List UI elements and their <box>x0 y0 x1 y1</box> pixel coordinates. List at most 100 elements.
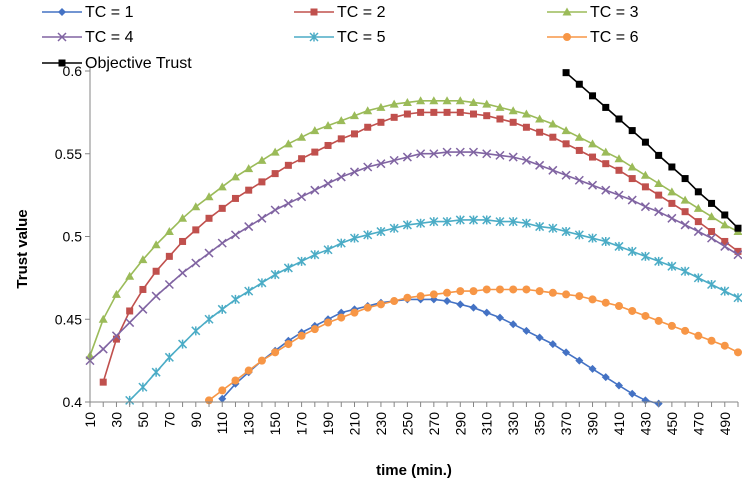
data-point-tc-4 <box>536 161 544 169</box>
data-point-tc-5 <box>192 326 200 335</box>
data-point-tc-2 <box>179 238 186 245</box>
data-point-tc-4 <box>139 305 147 313</box>
x-tick-label: 350 <box>532 412 548 436</box>
x-tick-label: 450 <box>664 412 680 436</box>
data-point-tc-6 <box>575 292 583 300</box>
data-point-tc-6 <box>694 332 702 340</box>
data-point-tc-4 <box>589 181 597 189</box>
data-point-objective-trust <box>589 92 596 99</box>
data-point-objective-trust <box>682 175 689 182</box>
data-point-tc-6 <box>284 340 292 348</box>
data-point-tc-3 <box>601 148 610 156</box>
data-point-tc-6 <box>218 386 226 394</box>
y-tick-label: 0.4 <box>63 394 83 410</box>
x-tick-label: 150 <box>267 412 283 436</box>
legend-label: TC = 1 <box>85 4 134 21</box>
data-point-tc-2 <box>272 170 279 177</box>
data-point-tc-5 <box>205 315 213 324</box>
data-point-tc-2 <box>325 142 332 149</box>
data-point-tc-5 <box>179 340 187 349</box>
x-tick-label: 90 <box>188 412 204 428</box>
series-line-tc-1 <box>222 299 659 403</box>
x-tick-label: 370 <box>558 412 574 436</box>
data-point-tc-2 <box>496 115 503 122</box>
data-point-tc-4 <box>311 186 319 194</box>
data-point-tc-2 <box>536 129 543 136</box>
data-point-tc-5 <box>615 242 623 251</box>
legend-marker <box>311 9 318 16</box>
y-axis-title: Trust value <box>14 209 31 288</box>
data-point-tc-6 <box>549 289 557 297</box>
data-point-tc-6 <box>271 348 279 356</box>
x-tick-label: 250 <box>399 412 415 436</box>
x-tick-label: 10 <box>82 412 98 428</box>
data-point-tc-6 <box>522 285 530 293</box>
data-point-tc-2 <box>642 183 649 190</box>
series-layer <box>86 69 742 408</box>
data-point-tc-3 <box>257 156 266 164</box>
data-point-tc-5 <box>152 368 160 377</box>
x-tick-label: 50 <box>135 412 151 428</box>
data-point-tc-2 <box>338 135 345 142</box>
data-point-tc-4 <box>284 199 292 207</box>
data-point-tc-4 <box>681 221 689 229</box>
legend-label: Objective Trust <box>85 55 192 72</box>
data-point-tc-6 <box>377 300 385 308</box>
data-point-tc-5 <box>218 305 226 314</box>
data-point-tc-2 <box>139 286 146 293</box>
x-tick-label: 470 <box>690 412 706 436</box>
data-point-tc-5 <box>708 280 716 289</box>
data-point-tc-4 <box>602 186 610 194</box>
data-point-tc-2 <box>417 109 424 116</box>
data-point-tc-3 <box>231 172 240 180</box>
data-point-tc-4 <box>562 171 570 179</box>
data-point-tc-5 <box>641 252 649 261</box>
data-point-objective-trust <box>563 69 570 76</box>
data-point-tc-2 <box>682 208 689 215</box>
data-point-tc-5 <box>311 250 319 259</box>
data-point-tc-4 <box>192 259 200 267</box>
data-point-tc-4 <box>126 319 134 327</box>
y-tick-label: 0.5 <box>63 229 83 245</box>
legend-label: TC = 4 <box>85 29 134 46</box>
data-point-tc-4 <box>694 228 702 236</box>
series-objective-trust <box>563 69 742 232</box>
data-point-tc-4 <box>628 196 636 204</box>
data-point-objective-trust <box>602 104 609 111</box>
legend-marker <box>58 8 66 16</box>
data-point-tc-6 <box>430 290 438 298</box>
data-point-tc-5 <box>231 295 239 304</box>
data-point-tc-1 <box>470 304 478 312</box>
data-point-tc-2 <box>404 111 411 118</box>
x-tick-label: 290 <box>452 412 468 436</box>
legend-label: TC = 6 <box>590 29 639 46</box>
data-point-tc-2 <box>470 111 477 118</box>
data-point-tc-6 <box>536 287 544 295</box>
data-point-tc-5 <box>734 293 742 302</box>
data-point-tc-4 <box>258 214 266 222</box>
data-point-tc-6 <box>245 367 253 375</box>
data-point-tc-6 <box>602 299 610 307</box>
data-point-tc-3 <box>681 196 690 204</box>
data-point-tc-6 <box>311 325 319 333</box>
x-tick-label: 130 <box>241 412 257 436</box>
data-point-tc-4 <box>655 208 663 216</box>
legend-item-tc-3: TC = 3 <box>547 4 639 21</box>
data-point-tc-2 <box>510 119 517 126</box>
data-point-tc-2 <box>206 215 213 222</box>
data-point-tc-2 <box>602 160 609 167</box>
legend-item-tc-1: TC = 1 <box>42 4 134 21</box>
data-point-tc-6 <box>443 289 451 297</box>
series-tc-2 <box>100 109 742 386</box>
data-point-tc-5 <box>668 262 676 271</box>
data-point-tc-1 <box>562 348 570 356</box>
data-point-tc-3 <box>271 148 280 156</box>
legend-label: TC = 2 <box>337 4 386 21</box>
data-point-tc-3 <box>297 133 306 141</box>
series-tc-1 <box>218 295 662 407</box>
data-point-tc-2 <box>377 119 384 126</box>
data-point-tc-4 <box>99 345 107 353</box>
data-point-objective-trust <box>576 81 583 88</box>
data-point-tc-6 <box>615 302 623 310</box>
data-point-tc-6 <box>641 312 649 320</box>
